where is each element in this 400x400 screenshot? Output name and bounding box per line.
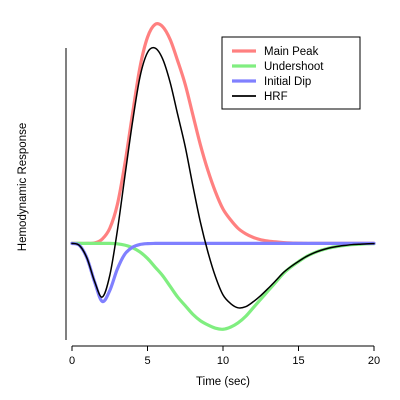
x-tick-label: 15: [292, 355, 304, 367]
legend: Main Peak Undershoot Initial Dip HRF: [221, 36, 361, 110]
series-line-hrf: [71, 46, 375, 309]
legend-label-undershoot: Undershoot: [264, 61, 324, 73]
y-axis-title: Hemodynamic Response: [17, 123, 29, 251]
series-layer: [70, 22, 376, 331]
x-tick-label: 20: [368, 355, 380, 367]
x-ticks: 0 5 10 15 20: [69, 346, 380, 367]
series-line-undershoot: [70, 241, 376, 331]
legend-label-initial-dip: Initial Dip: [264, 76, 311, 88]
x-axis-title: Time (sec): [196, 376, 250, 388]
series-line-initial-dip: [70, 241, 376, 304]
x-tick-label: 10: [217, 355, 229, 367]
legend-label-main-peak: Main Peak: [264, 46, 319, 58]
x-tick-label: 5: [144, 355, 150, 367]
legend-box: [221, 36, 361, 110]
x-tick-label: 0: [69, 355, 75, 367]
legend-label-hrf: HRF: [264, 91, 288, 103]
